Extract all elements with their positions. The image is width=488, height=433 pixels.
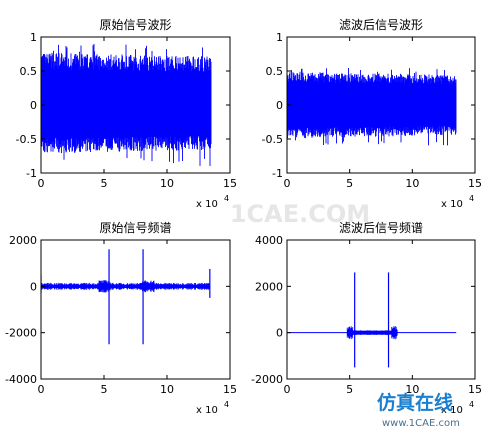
subplot-title: 滤波后信号波形 xyxy=(339,18,423,32)
watermark-center-text: 1CAE.COM xyxy=(230,200,370,228)
y-tick-label: -1 xyxy=(26,167,37,180)
y-tick-label: 2000 xyxy=(9,234,37,247)
x-tick-label: 0 xyxy=(284,383,291,396)
y-tick-label: -2000 xyxy=(5,327,37,340)
subplot-2: 0 5 10 15 -1 -0.5 0 0.5 1 滤波后信号波形 x 10 4 xyxy=(262,18,482,210)
y-tick-label: -0.5 xyxy=(262,133,283,146)
x-tick-label: 10 xyxy=(405,383,419,396)
x-tick-label: 10 xyxy=(405,177,419,190)
series-0-core xyxy=(41,78,212,130)
series-0-core xyxy=(287,88,457,122)
x-tick-label: 5 xyxy=(346,177,353,190)
y-tick-label: 0.5 xyxy=(266,65,284,78)
x-tick-label: 5 xyxy=(346,383,353,396)
x-tick-label: 5 xyxy=(101,177,108,190)
x-exponent-label: x 10 xyxy=(441,405,463,416)
data-layer xyxy=(287,272,457,368)
x-exponent-power: 4 xyxy=(469,194,474,203)
x-tick-label: 15 xyxy=(468,383,482,396)
subplot-title: 原始信号频谱 xyxy=(99,221,171,235)
y-tick-label: 0 xyxy=(276,327,283,340)
x-exponent-label: x 10 xyxy=(196,405,218,416)
y-tick-label: 0 xyxy=(30,280,37,293)
x-tick-label: 0 xyxy=(38,177,45,190)
data-layer xyxy=(287,68,457,146)
axes-box xyxy=(286,239,476,380)
x-tick-label: 10 xyxy=(160,383,174,396)
x-tick-label: 15 xyxy=(223,177,237,190)
y-tick-label: 1 xyxy=(30,31,37,44)
y-tick-label: -2000 xyxy=(251,373,283,386)
y-tick-label: 4000 xyxy=(255,234,283,247)
series-0-spectrum-noise xyxy=(346,326,398,340)
x-exponent-power: 4 xyxy=(469,400,474,409)
x-tick-label: 15 xyxy=(468,177,482,190)
watermark-brand-text: 仿真在线 xyxy=(377,391,453,414)
y-tick-label: 2000 xyxy=(255,280,283,293)
subplot-title: 滤波后信号频谱 xyxy=(339,221,423,235)
x-exponent-label: x 10 xyxy=(196,199,218,210)
subplot-title: 原始信号波形 xyxy=(99,18,171,32)
axes-box xyxy=(40,239,231,380)
data-layer xyxy=(41,249,211,345)
subplot-3: 0 5 10 15 -4000 -2000 0 2000 原始信号频谱 x 10 4 xyxy=(5,221,237,416)
plot-area xyxy=(41,240,230,379)
y-tick-label: 0 xyxy=(30,99,37,112)
x-tick-label: 0 xyxy=(38,383,45,396)
y-tick-label: 1 xyxy=(276,31,283,44)
x-exponent-power: 4 xyxy=(224,194,229,203)
plot-area xyxy=(287,240,475,379)
x-tick-label: 5 xyxy=(101,383,108,396)
y-tick-label: 0 xyxy=(276,99,283,112)
y-tick-label: -1 xyxy=(272,167,283,180)
x-exponent-label: x 10 xyxy=(441,199,463,210)
x-tick-label: 15 xyxy=(223,383,237,396)
watermark-site-text: www.1CAE.com xyxy=(382,418,460,429)
data-layer xyxy=(41,43,212,166)
x-tick-label: 0 xyxy=(284,177,291,190)
x-tick-label: 10 xyxy=(160,177,174,190)
x-exponent-power: 4 xyxy=(224,400,229,409)
subplot-1: 0 5 10 15 -1 -0.5 0 0.5 1 原始信号波形 x 10 4 xyxy=(16,18,237,210)
y-tick-label: 0.5 xyxy=(20,65,38,78)
y-tick-label: -4000 xyxy=(5,373,37,386)
series-0-spectrum-noise xyxy=(41,280,210,293)
y-tick-label: -0.5 xyxy=(16,133,37,146)
